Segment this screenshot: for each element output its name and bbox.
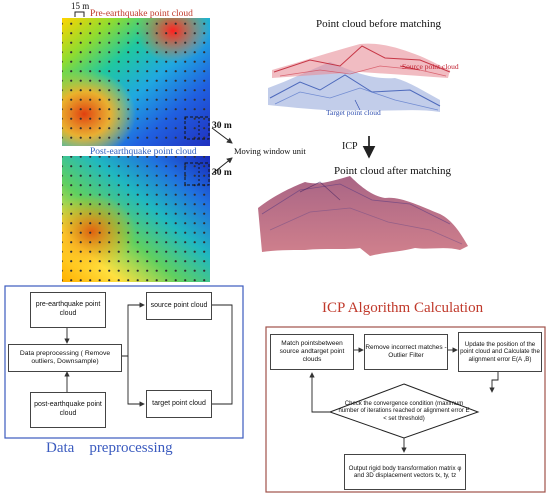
output-box: Output rigid body transformation matrix … xyxy=(344,454,466,490)
update-box-label: Update the position of the point cloud a… xyxy=(460,340,540,363)
convergence-diamond xyxy=(328,383,480,439)
dimension-label-a: 30 m xyxy=(212,121,232,131)
filter-box-label: Remove incorrect matches - Outlier Filte… xyxy=(365,344,447,359)
dimension-label-c: 30 m xyxy=(212,168,232,178)
post-earthquake-title: Post-earthquake point cloud xyxy=(90,147,197,157)
pre-earthquake-title: Pre-earthquake point cloud xyxy=(90,9,193,19)
source-cloud-label: Source point cloud xyxy=(402,62,459,71)
preprocessing-box: Data preprocessing ( Remove outliers, Do… xyxy=(8,344,122,372)
source-box: source point cloud xyxy=(146,292,212,320)
pre-earthquake-box: pre-earthquake point cloud xyxy=(30,292,106,328)
preprocessing-caption: Data preprocessing xyxy=(46,440,173,456)
before-matching-title: Point cloud before matching xyxy=(316,18,441,30)
output-box-label: Output rigid body transformation matrix … xyxy=(348,464,462,479)
icp-panel-title: ICP Algorithm Calculation xyxy=(322,300,484,316)
moving-window-label: Moving window unit xyxy=(234,146,306,156)
convergence-check-label: Check the convergence condition (maximum… xyxy=(338,398,470,426)
moving-window-arrow-1 xyxy=(211,127,233,144)
filter-box: Remove incorrect matches - Outlier Filte… xyxy=(364,334,448,370)
match-box-label: Match pointsbetween source andtarget poi… xyxy=(279,340,345,363)
scale-label: 15 m xyxy=(71,1,90,11)
target-cloud-label: Target point cloud xyxy=(326,108,381,117)
source-box-label: source point cloud xyxy=(150,301,208,309)
icp-connectors xyxy=(309,347,499,453)
preprocessing-connectors xyxy=(64,302,233,407)
update-box: Update the position of the point cloud a… xyxy=(458,332,542,372)
post-earthquake-box: post-earthquake point cloud xyxy=(30,392,106,428)
pre-earthquake-box-label: pre-earthquake point cloud xyxy=(35,301,101,317)
window-box-pre xyxy=(184,116,210,140)
target-box: target point cloud xyxy=(146,390,212,418)
scale-bracket xyxy=(74,11,85,17)
post-earthquake-heatmap xyxy=(62,156,210,282)
window-box-post xyxy=(184,162,210,186)
match-box: Match pointsbetween source andtarget poi… xyxy=(270,334,354,370)
moving-window-arrow-2 xyxy=(211,157,233,175)
after-matching-title: Point cloud after matching xyxy=(334,165,451,177)
convergence-check-text: Check the convergence condition (maximum… xyxy=(338,401,470,422)
before-matching-cloud xyxy=(268,43,451,112)
preprocessing-box-label: Data preprocessing ( Remove outliers, Do… xyxy=(19,349,111,365)
post-earthquake-box-label: post-earthquake point cloud xyxy=(34,401,102,417)
pre-earthquake-heatmap xyxy=(62,18,210,146)
target-box-label: target point cloud xyxy=(152,399,206,407)
after-matching-cloud xyxy=(258,176,468,256)
icp-label: ICP xyxy=(342,141,358,152)
